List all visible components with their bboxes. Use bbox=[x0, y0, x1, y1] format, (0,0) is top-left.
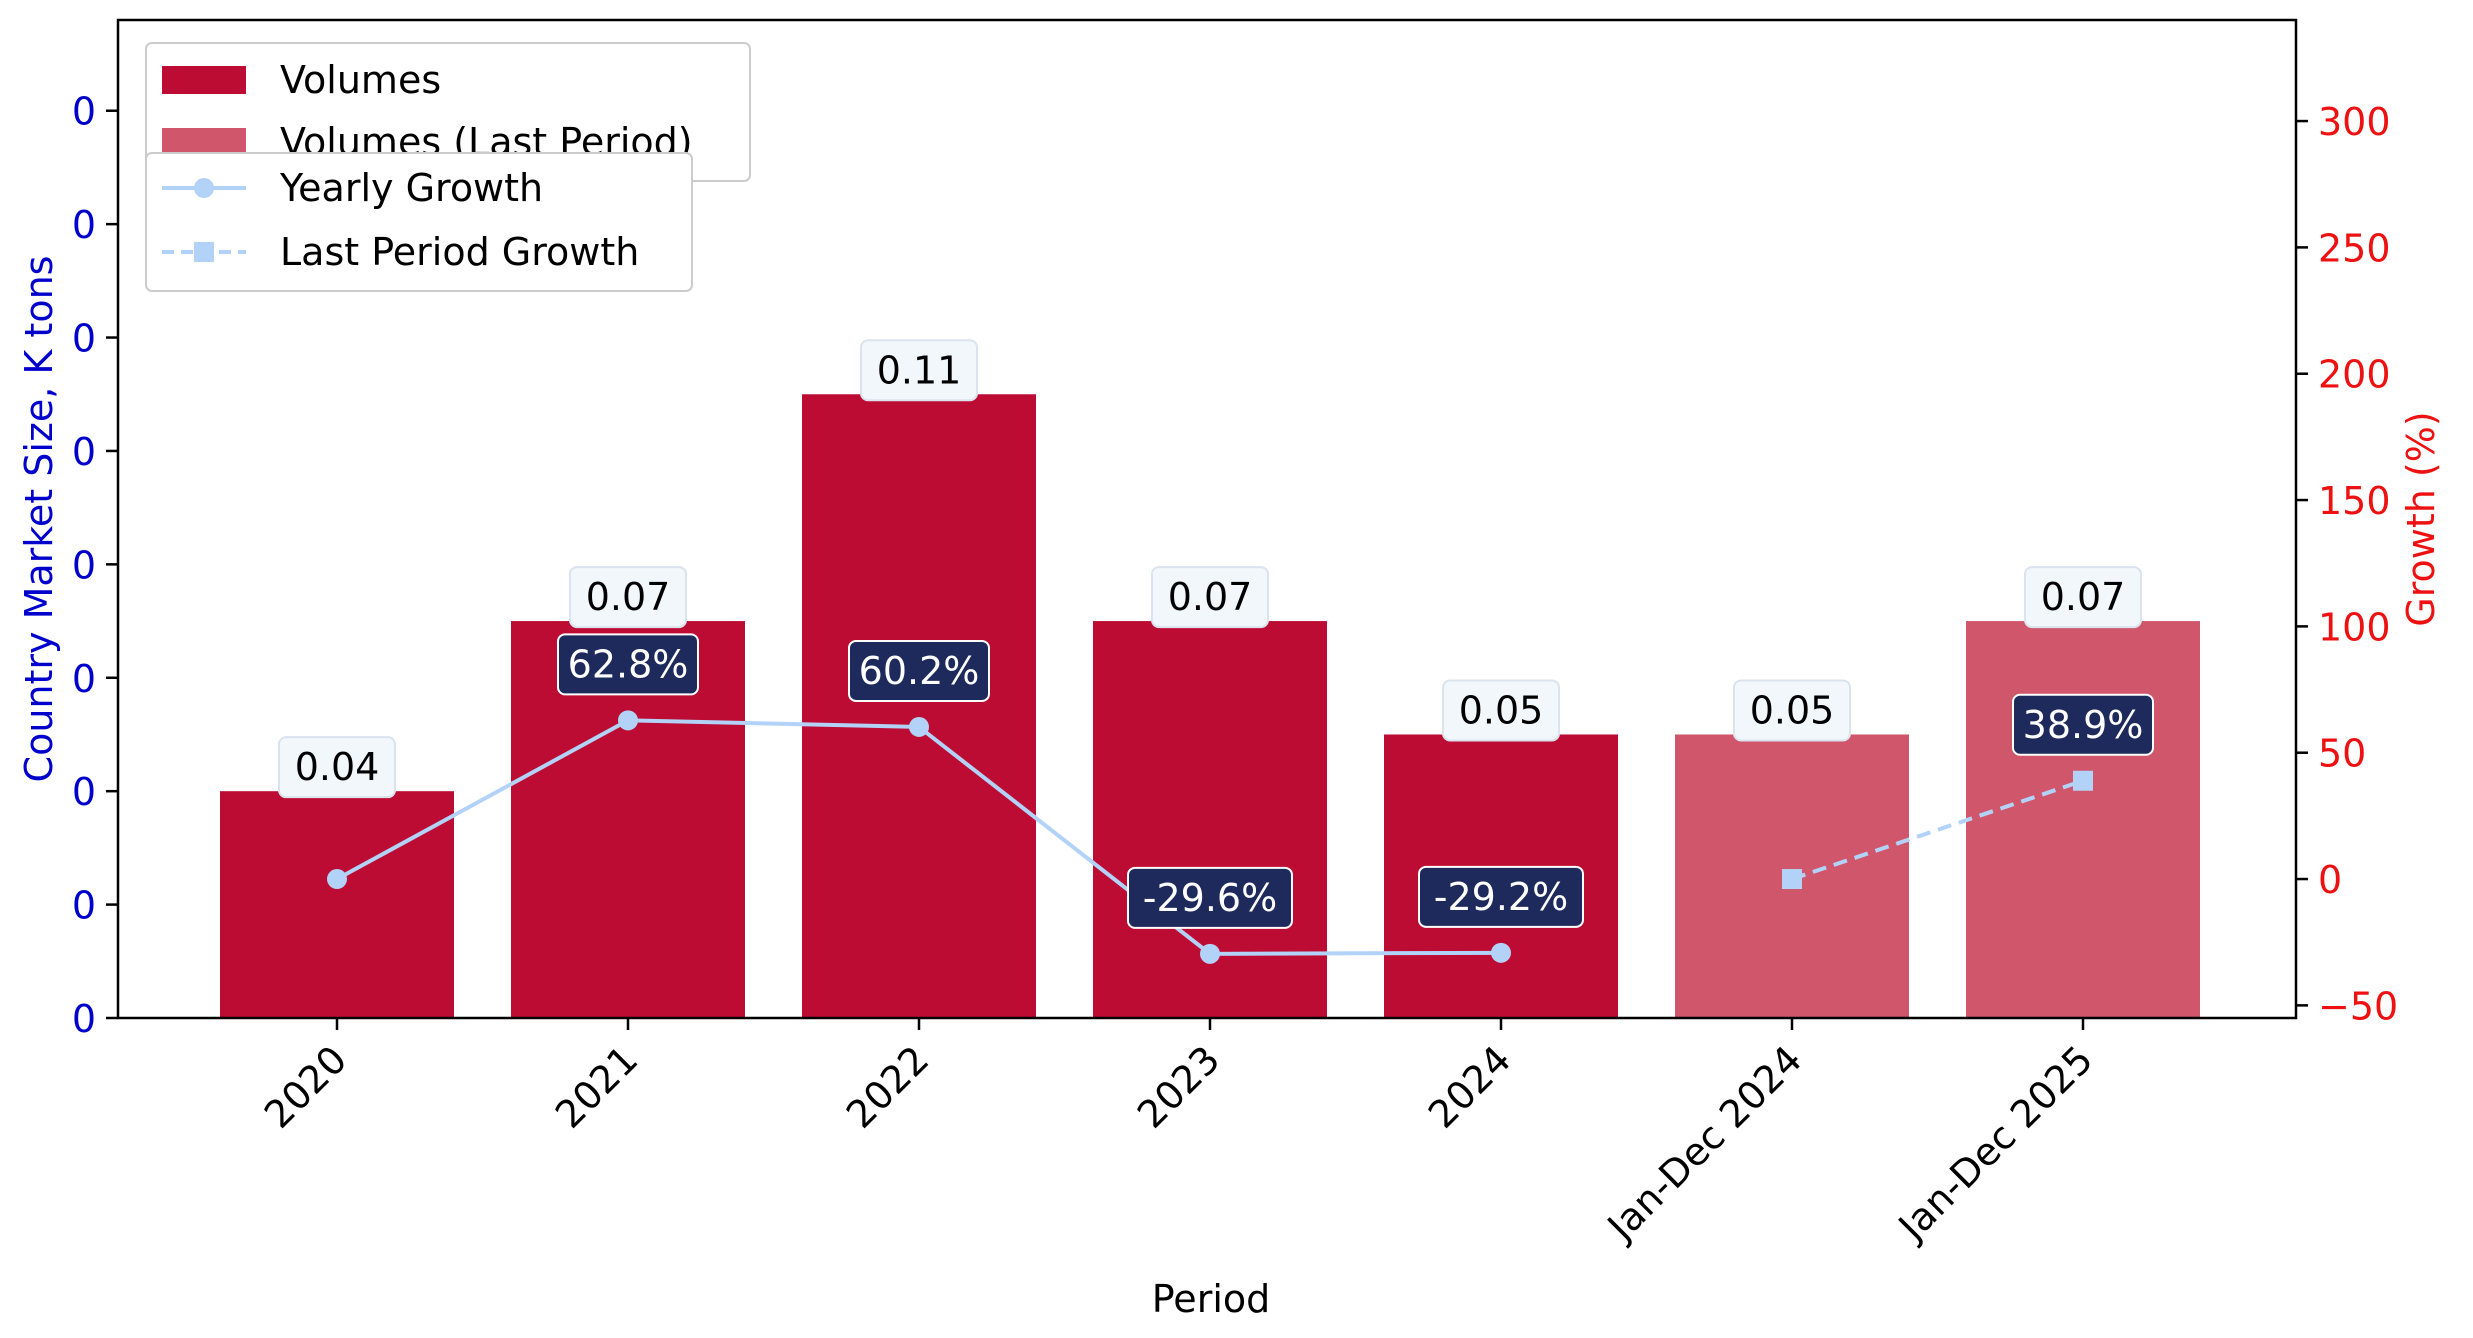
marker-2-0 bbox=[327, 869, 347, 890]
growth-label-2-2-box bbox=[848, 639, 990, 702]
right-axis: −50 0 50 100 150 200 250 300 bbox=[2296, 100, 2398, 1028]
left-tick-label-1: 0 bbox=[72, 884, 96, 928]
right-tick-label-0: −50 bbox=[2318, 984, 2398, 1028]
marker-2-3 bbox=[1200, 943, 1220, 964]
legend-swatch-bar-0 bbox=[162, 66, 246, 94]
growth-label-2-1: 62.8% bbox=[557, 633, 699, 696]
bar-value-label-0-2-text: 0.11 bbox=[877, 348, 962, 392]
left-tick-label-4: 0 bbox=[72, 543, 96, 587]
left-tick-label-0: 0 bbox=[72, 997, 96, 1041]
x-tick-label-4: 2024 bbox=[1420, 1037, 1520, 1137]
bar-1-6 bbox=[1966, 621, 2200, 1018]
legend-box-lines bbox=[145, 152, 693, 292]
bar-0-0 bbox=[220, 791, 454, 1018]
right-tick-label-3: 100 bbox=[2318, 605, 2391, 649]
bar-value-label-0-0: 0.04 bbox=[278, 736, 396, 799]
bar-value-label-1-5-box bbox=[1733, 679, 1851, 742]
growth-label-2-4-box bbox=[1418, 865, 1584, 928]
bar-value-label-1-6-text: 0.07 bbox=[2041, 575, 2126, 619]
x-tick-label-0: 2020 bbox=[256, 1037, 356, 1137]
left-tick-label-8: 0 bbox=[72, 90, 96, 134]
x-tick-label-6: Jan-Dec 2025 bbox=[1889, 1037, 2102, 1250]
left-tick-label-5: 0 bbox=[72, 430, 96, 474]
growth-label-3-6: 38.9% bbox=[2012, 693, 2154, 756]
bar-value-label-0-1: 0.07 bbox=[569, 566, 687, 629]
left-tick-label-6: 0 bbox=[72, 317, 96, 361]
legend-label-line-0: Yearly Growth bbox=[279, 166, 543, 210]
growth-label-2-1-text: 62.8% bbox=[568, 642, 689, 686]
growth-label-2-3: -29.6% bbox=[1127, 866, 1293, 929]
legend-marker-0 bbox=[194, 178, 214, 198]
x-tick-label-3: 2023 bbox=[1129, 1037, 1229, 1137]
right-tick-label-7: 300 bbox=[2318, 100, 2391, 144]
left-axis: 0 0 0 0 0 0 0 0 0 bbox=[72, 90, 118, 1041]
bar-value-label-1-5-text: 0.05 bbox=[1750, 688, 1835, 732]
marker-2-2 bbox=[909, 716, 929, 737]
plot-frame bbox=[116, 18, 2298, 1020]
growth-label-2-2-text: 60.2% bbox=[859, 649, 980, 693]
bar-value-label-1-6: 0.07 bbox=[2024, 566, 2142, 629]
left-tick-label-2: 0 bbox=[72, 770, 96, 814]
x-tick-label-2: 2022 bbox=[838, 1037, 938, 1137]
growth-label-3-6-box bbox=[2012, 693, 2154, 756]
left-tick-label-7: 0 bbox=[72, 203, 96, 247]
right-tick-label-6: 250 bbox=[2318, 226, 2391, 270]
left-axis-title: Country Market Size, K tons bbox=[17, 256, 61, 783]
growth-label-2-3-text: -29.6% bbox=[1143, 876, 1277, 920]
legend-label-bar-0: Volumes bbox=[280, 58, 441, 102]
bar-value-label-0-3-text: 0.07 bbox=[1168, 575, 1253, 619]
marker-2-4 bbox=[1491, 942, 1511, 963]
bar-value-label-0-2-box bbox=[860, 339, 978, 402]
x-tick-label-1: 2021 bbox=[547, 1037, 647, 1137]
growth-label-2-2: 60.2% bbox=[848, 639, 990, 702]
bar-value-label-0-0-text: 0.04 bbox=[295, 745, 380, 789]
right-tick-label-1: 0 bbox=[2318, 858, 2342, 902]
left-tick-label-3: 0 bbox=[72, 657, 96, 701]
x-axis-title: Period bbox=[1152, 1277, 1271, 1321]
lines-layer bbox=[327, 710, 2093, 964]
growth-label-2-1-box bbox=[557, 633, 699, 696]
growth-label-2-3-box bbox=[1127, 866, 1293, 929]
legend-swatch-bar-1 bbox=[162, 128, 246, 156]
legend-marker-1 bbox=[194, 242, 214, 262]
growth-label-2-4: -29.2% bbox=[1418, 865, 1584, 928]
bar-value-label-0-4: 0.05 bbox=[1442, 679, 1560, 742]
line-3 bbox=[1791, 778, 2084, 881]
bar-value-label-0-3: 0.07 bbox=[1151, 566, 1269, 629]
right-tick-label-4: 150 bbox=[2318, 479, 2391, 523]
legend-label-line-1: Last Period Growth bbox=[280, 230, 639, 274]
marker-3-6 bbox=[2073, 770, 2093, 791]
labels-layer: 0.04 0.07 0.11 0.07 0.05 0.05 0.07 62.8% 60.2% -2… bbox=[278, 339, 2154, 929]
bar-value-label-0-4-text: 0.05 bbox=[1459, 688, 1544, 732]
bar-value-label-0-1-text: 0.07 bbox=[586, 575, 671, 619]
bar-0-2 bbox=[802, 394, 1036, 1018]
bar-value-label-0-1-box bbox=[569, 566, 687, 629]
bar-value-label-0-2: 0.11 bbox=[860, 339, 978, 402]
bar-value-label-1-6-box bbox=[2024, 566, 2142, 629]
x-axis: 2020 2021 2022 2023 2024 Jan-Dec 2024 Jan-Dec … bbox=[256, 1018, 2102, 1250]
right-tick-label-2: 50 bbox=[2318, 732, 2366, 776]
right-axis-title: Growth (%) bbox=[2399, 411, 2443, 626]
marker-3-5 bbox=[1782, 869, 1802, 890]
bar-value-label-0-0-box bbox=[278, 736, 396, 799]
bar-value-label-0-3-box bbox=[1151, 566, 1269, 629]
right-tick-label-5: 200 bbox=[2318, 353, 2391, 397]
growth-label-3-6-text: 38.9% bbox=[2023, 703, 2144, 747]
x-tick-label-5: Jan-Dec 2024 bbox=[1598, 1037, 1811, 1250]
bar-value-label-0-4-box bbox=[1442, 679, 1560, 742]
growth-label-2-4-text: -29.2% bbox=[1434, 875, 1568, 919]
bar-value-label-1-5: 0.05 bbox=[1733, 679, 1851, 742]
marker-2-1 bbox=[618, 710, 638, 731]
